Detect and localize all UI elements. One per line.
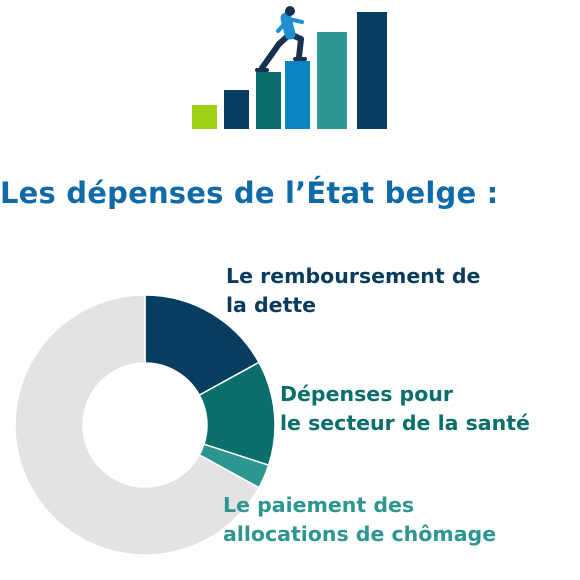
illustration-bar bbox=[285, 61, 310, 129]
slice-label-line: allocations de chômage bbox=[223, 522, 497, 546]
slice-label-line: Le paiement des bbox=[223, 493, 415, 517]
slice-label-sante: Dépenses pour le secteur de la santé bbox=[280, 380, 530, 438]
slice-label-line: la dette bbox=[226, 293, 317, 317]
illustration-bar bbox=[357, 12, 387, 129]
illustration-bar bbox=[256, 72, 281, 129]
page-title: Les dépenses de l’État belge : bbox=[0, 176, 499, 210]
slice-label-line: le secteur de la santé bbox=[280, 411, 530, 435]
illustration-bar bbox=[224, 90, 249, 129]
slice-label-chomage: Le paiement des allocations de chômage bbox=[223, 491, 496, 549]
slice-label-dette: Le remboursement de la dette bbox=[226, 262, 480, 320]
donut-chart bbox=[14, 294, 276, 556]
illustration-bar bbox=[317, 32, 347, 129]
slice-label-line: Le remboursement de bbox=[226, 264, 481, 288]
donut-slice-3 bbox=[14, 294, 260, 556]
climbing-person bbox=[255, 6, 307, 72]
person-climbing-bar-chart-icon bbox=[192, 6, 387, 129]
slice-label-line: Dépenses pour bbox=[280, 382, 453, 406]
illustration-bar bbox=[192, 105, 217, 129]
